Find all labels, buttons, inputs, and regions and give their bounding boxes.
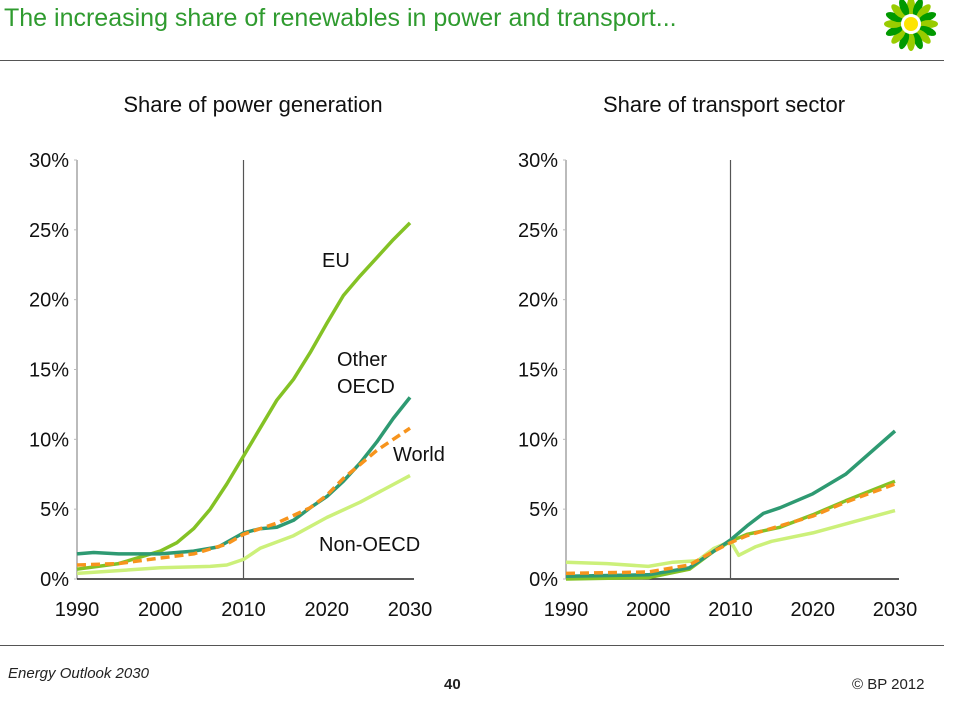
chart-title: Share of transport sector: [603, 92, 845, 117]
x-tick-label: 2020: [305, 599, 350, 621]
x-tick-label: 2000: [626, 599, 671, 621]
series-label: Other: [337, 349, 387, 371]
series-line-non-oecd: [76, 474, 411, 576]
x-tick-label: 2010: [708, 599, 753, 621]
y-tick-label: 5%: [529, 499, 558, 521]
series-label: World: [393, 444, 445, 466]
y-tick-label: 15%: [29, 360, 69, 382]
copyright: © BP 2012: [852, 676, 925, 693]
y-tick-label: 10%: [518, 429, 558, 451]
y-tick-label: 0%: [40, 569, 69, 591]
series-line-other-oecd: [565, 429, 897, 578]
x-tick-label: 2030: [873, 599, 918, 621]
y-tick-label: 30%: [518, 150, 558, 172]
y-tick-label: 25%: [518, 220, 558, 242]
series-label: EU: [322, 250, 350, 272]
chart-title: Share of power generation: [123, 92, 382, 117]
page-title: The increasing share of renewables in po…: [4, 4, 677, 32]
y-tick-label: 20%: [29, 290, 69, 312]
footer-source: Energy Outlook 2030: [8, 665, 149, 682]
series-line-world: [565, 482, 896, 576]
x-tick-label: 1990: [544, 599, 589, 621]
footer-divider: [0, 645, 944, 646]
y-tick-label: 15%: [518, 360, 558, 382]
y-tick-label: 30%: [29, 150, 69, 172]
y-tick-label: 10%: [29, 429, 69, 451]
y-tick-label: 5%: [40, 499, 69, 521]
header-divider: [0, 60, 944, 61]
series-label: Non-OECD: [319, 534, 420, 556]
x-tick-label: 2000: [138, 599, 183, 621]
x-tick-label: 2020: [791, 599, 836, 621]
x-tick-label: 1990: [55, 599, 100, 621]
series-line-world: [76, 426, 411, 567]
y-tick-label: 20%: [518, 290, 558, 312]
x-tick-label: 2030: [388, 599, 433, 621]
page-number: 40: [444, 676, 461, 693]
series-line-other-oecd: [76, 396, 412, 556]
bp-helios-logo-icon: [884, 0, 938, 51]
series-line-eu: [565, 479, 896, 581]
x-tick-label: 2010: [221, 599, 266, 621]
series-label: OECD: [337, 376, 395, 398]
y-tick-label: 0%: [529, 569, 558, 591]
y-tick-label: 25%: [29, 220, 69, 242]
series-line-eu: [76, 221, 412, 571]
